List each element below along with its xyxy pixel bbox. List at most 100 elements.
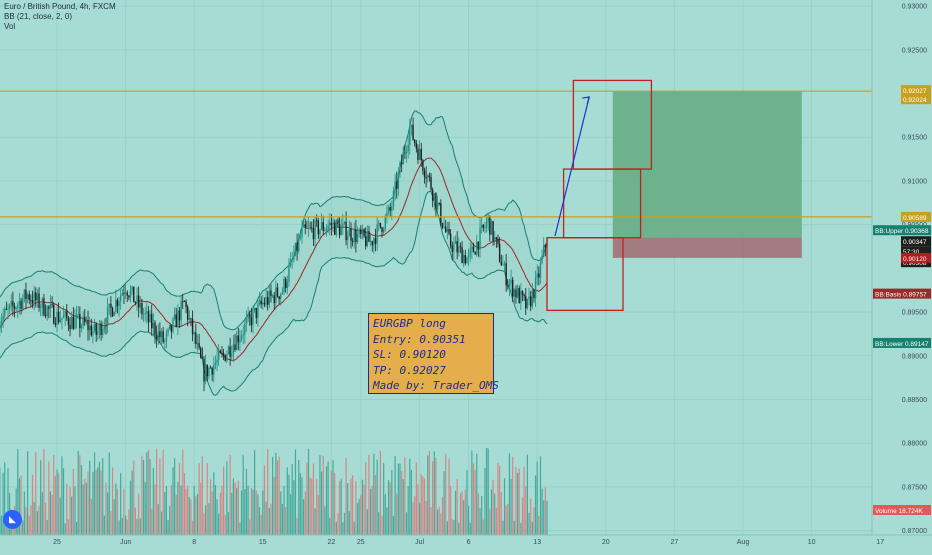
volume-bar	[104, 516, 105, 535]
candle-body	[154, 323, 155, 335]
candle-body	[367, 231, 368, 246]
tradingview-logo-icon[interactable]: ◣	[3, 510, 22, 529]
volume-bar	[212, 491, 213, 535]
candle-body	[519, 288, 520, 303]
candle-body	[491, 221, 492, 234]
volume-bar	[91, 499, 92, 535]
candle-body	[146, 311, 147, 313]
volume-bar	[453, 520, 454, 535]
trade-note-box[interactable]: EURGBP long Entry: 0.90351 SL: 0.90120 T…	[368, 313, 494, 394]
volume-bar	[166, 486, 167, 535]
candle-body	[517, 288, 518, 297]
volume-bar	[310, 477, 311, 535]
volume-bar	[86, 483, 87, 535]
candle-body	[221, 353, 222, 354]
volume-bar	[87, 472, 88, 535]
candle-body	[466, 258, 467, 264]
indicator-title[interactable]: BB (21, close, 2, 0)	[4, 12, 116, 22]
candle-body	[117, 300, 118, 306]
volume-bar	[419, 503, 420, 535]
volume-bar	[354, 522, 355, 535]
candle-body	[182, 301, 183, 302]
volume-bar	[311, 479, 312, 535]
candle-body	[368, 231, 369, 242]
volume-bar	[78, 451, 79, 535]
candle-body	[164, 341, 165, 342]
volume-bar	[125, 515, 126, 535]
candle-body	[202, 357, 203, 358]
volume-bar	[337, 513, 338, 535]
candle-body	[115, 300, 116, 312]
volume-bar	[153, 468, 154, 535]
price-tick-label: 0.89500	[902, 310, 927, 317]
candle-body	[143, 314, 144, 315]
price-tick-label: 0.92500	[902, 47, 927, 54]
volume-bar	[154, 485, 155, 535]
volume-bar	[151, 509, 152, 535]
candle-body	[419, 149, 420, 160]
candle-body	[295, 243, 296, 256]
candle-body	[396, 182, 397, 189]
price-axis-bg	[872, 0, 932, 535]
volume-bar	[373, 454, 374, 535]
volume-bar	[303, 499, 304, 535]
volume-bar	[277, 461, 278, 535]
volume-bar	[404, 457, 405, 535]
candle-body	[380, 223, 381, 228]
candle-body	[169, 325, 170, 329]
volume-bar	[167, 520, 168, 535]
volume-bar	[179, 463, 180, 535]
candle-body	[435, 193, 436, 209]
candle-body	[406, 151, 407, 153]
volume-bar	[40, 460, 41, 535]
price-label-text: BB:Basis 0.89757	[875, 292, 927, 299]
volume-bar	[110, 511, 111, 535]
volume-bar	[514, 521, 515, 535]
candle-body	[89, 326, 90, 331]
volume-bar	[297, 518, 298, 535]
candle-body	[133, 287, 134, 303]
volume-bar	[473, 463, 474, 535]
candle-body	[55, 323, 56, 324]
candle-body	[37, 293, 38, 300]
candle-body	[50, 304, 51, 308]
volume-bar	[300, 473, 301, 535]
volume-bar	[533, 507, 534, 535]
symbol-title[interactable]: Euro / British Pound, 4h, FXCM	[4, 2, 116, 12]
volume-bar	[403, 479, 404, 535]
time-tick-label: Jun	[120, 539, 131, 546]
volume-bar	[324, 506, 325, 535]
price-label-text: Volume 18.724K	[875, 508, 923, 515]
volume-bar	[468, 506, 469, 535]
volume-bar	[298, 460, 299, 535]
candle-body	[82, 317, 83, 326]
candle-body	[120, 295, 121, 301]
volume-bar	[24, 492, 25, 535]
volume-bar	[92, 472, 93, 535]
candle-body	[339, 224, 340, 235]
volume-bar	[130, 481, 131, 535]
volume-bar	[20, 476, 21, 535]
volume-bar	[367, 509, 368, 535]
volume-bar	[243, 455, 244, 535]
candle-body	[448, 229, 449, 234]
candle-body	[162, 331, 163, 342]
time-tick-label: Jul	[415, 539, 424, 546]
volume-bar	[207, 463, 208, 535]
volume-title[interactable]: Vol	[4, 22, 116, 32]
volume-bar	[94, 452, 95, 535]
volume-bar	[38, 506, 39, 535]
candle-body	[520, 291, 521, 303]
candle-body	[336, 220, 337, 234]
candle-body	[131, 287, 132, 291]
volume-bar	[74, 486, 75, 535]
volume-bar	[455, 491, 456, 535]
candle-body	[176, 314, 177, 327]
volume-bar	[527, 455, 528, 535]
volume-bar	[267, 449, 268, 535]
candle-body	[510, 280, 511, 284]
candle-body	[390, 207, 391, 211]
candle-body	[301, 227, 302, 237]
volume-bar	[118, 520, 119, 535]
